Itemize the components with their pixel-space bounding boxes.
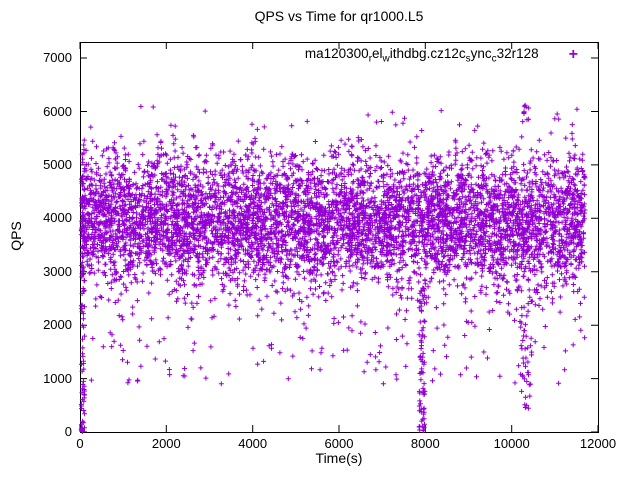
y-tick-label: 4000: [43, 210, 72, 226]
x-axis-label: Time(s): [315, 450, 363, 466]
x-tick-label: 10000: [493, 436, 530, 451]
y-tick-label: 0: [64, 424, 72, 439]
chart-title: QPS vs Time for qr1000.L5: [254, 8, 424, 24]
x-tick-label: 12000: [579, 436, 617, 451]
x-tick-label: 0: [76, 436, 84, 451]
y-tick-label: 3000: [43, 263, 72, 279]
x-tick-label: 4000: [238, 436, 268, 451]
legend-label: ma120300relwithdbg.cz12csyncc32r128: [304, 46, 539, 65]
legend-marker-plus-icon: +: [568, 45, 578, 63]
scatter-points: [78, 102, 588, 434]
y-tick-label: 7000: [43, 50, 72, 65]
x-tick-label: 6000: [324, 436, 354, 451]
y-tick-label: 6000: [43, 103, 72, 119]
x-tick-label: 2000: [151, 436, 181, 451]
y-tick-label: 1000: [43, 370, 72, 386]
y-tick-label: 5000: [43, 156, 72, 172]
y-tick-label: 2000: [43, 317, 72, 333]
legend: ma120300relwithdbg.cz12csyncc32r128 +: [80, 46, 584, 65]
x-tick-label: 8000: [410, 436, 440, 451]
